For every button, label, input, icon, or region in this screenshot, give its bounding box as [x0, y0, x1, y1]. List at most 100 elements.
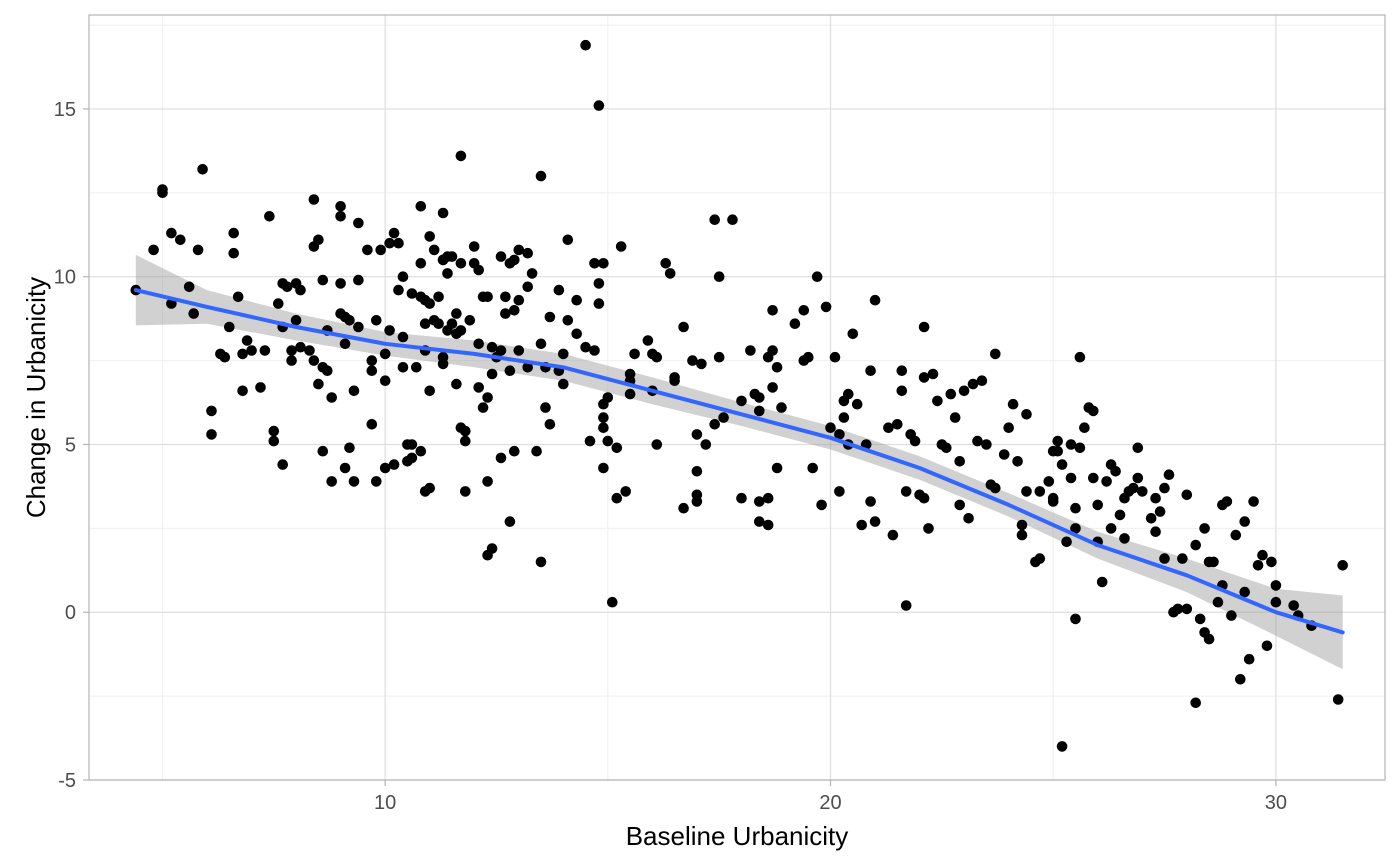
data-point [927, 368, 939, 380]
data-point [562, 315, 574, 326]
data-point [495, 452, 507, 464]
data-point [513, 345, 525, 356]
data-point [771, 462, 783, 474]
data-point [317, 445, 329, 457]
data-point [446, 251, 458, 262]
data-point [990, 348, 1001, 360]
data-points [130, 39, 1348, 752]
data-point [1226, 610, 1237, 621]
data-point [918, 321, 930, 333]
data-point [424, 298, 436, 309]
data-point [397, 362, 409, 373]
data-point [411, 362, 422, 373]
data-point [584, 435, 596, 447]
data-point [869, 516, 881, 527]
data-point [1154, 506, 1166, 517]
data-point [1137, 486, 1148, 497]
data-point [206, 429, 217, 440]
data-point [932, 395, 943, 407]
data-point [847, 328, 859, 340]
data-point [473, 264, 485, 276]
data-point [513, 294, 525, 306]
data-point [611, 442, 623, 454]
data-point [754, 405, 765, 417]
data-point [468, 241, 480, 252]
data-point [816, 499, 827, 511]
data-point [954, 499, 965, 511]
data-point [918, 492, 930, 504]
smooth-fit-line [133, 288, 1345, 635]
data-point [923, 523, 934, 534]
data-point [691, 489, 703, 501]
data-point [464, 315, 476, 326]
data-point [237, 348, 248, 360]
data-point [290, 315, 302, 326]
data-point [228, 247, 239, 259]
data-point [379, 348, 391, 360]
x-tick-label: 10 [374, 792, 396, 814]
data-point [1163, 469, 1175, 481]
data-point [455, 150, 467, 162]
data-point [798, 305, 810, 316]
data-point [1248, 496, 1259, 507]
data-point [1065, 439, 1077, 450]
data-point [1172, 603, 1184, 615]
data-point [335, 211, 346, 222]
data-point [958, 385, 970, 397]
data-point [335, 278, 346, 289]
data-point [593, 298, 605, 309]
y-tick-label: 10 [54, 267, 76, 289]
data-point [1034, 486, 1046, 497]
data-point [1043, 476, 1055, 487]
data-point [192, 244, 204, 256]
data-point [393, 284, 404, 296]
data-point [607, 596, 618, 608]
data-point [1088, 472, 1099, 484]
data-point [1092, 499, 1103, 511]
data-point [829, 351, 841, 363]
data-point [437, 207, 449, 219]
data-point [624, 388, 636, 400]
data-point [322, 365, 333, 377]
data-point [900, 486, 912, 497]
data-point [486, 543, 498, 554]
data-point [1101, 476, 1112, 487]
data-point [255, 382, 266, 393]
data-point [1096, 576, 1108, 588]
x-tick-label: 20 [819, 792, 841, 814]
data-point [811, 271, 823, 283]
data-point [535, 556, 547, 568]
data-point [990, 482, 1001, 494]
data-point [1021, 409, 1032, 420]
data-point [544, 311, 556, 323]
data-point [1235, 674, 1246, 685]
data-point [1181, 603, 1193, 615]
data-point [366, 365, 378, 377]
data-point [736, 492, 747, 504]
data-point [1145, 513, 1157, 524]
data-point [869, 294, 881, 306]
data-point [736, 395, 747, 407]
data-point [1203, 633, 1215, 645]
data-point [678, 321, 689, 333]
data-point [175, 234, 186, 246]
data-point [188, 308, 199, 319]
data-point [504, 516, 516, 527]
data-point [771, 362, 783, 373]
data-point [544, 419, 556, 430]
data-point [268, 425, 280, 437]
data-point [495, 345, 507, 356]
data-point [326, 392, 338, 403]
data-point [393, 237, 404, 249]
data-point [1252, 560, 1264, 571]
data-point [353, 274, 364, 286]
data-point [900, 600, 912, 611]
data-point [197, 164, 208, 175]
data-point [1332, 694, 1344, 705]
data-point [1177, 553, 1188, 564]
data-point [326, 476, 338, 487]
data-point [384, 325, 395, 336]
data-point [713, 351, 725, 363]
data-point [949, 412, 961, 423]
